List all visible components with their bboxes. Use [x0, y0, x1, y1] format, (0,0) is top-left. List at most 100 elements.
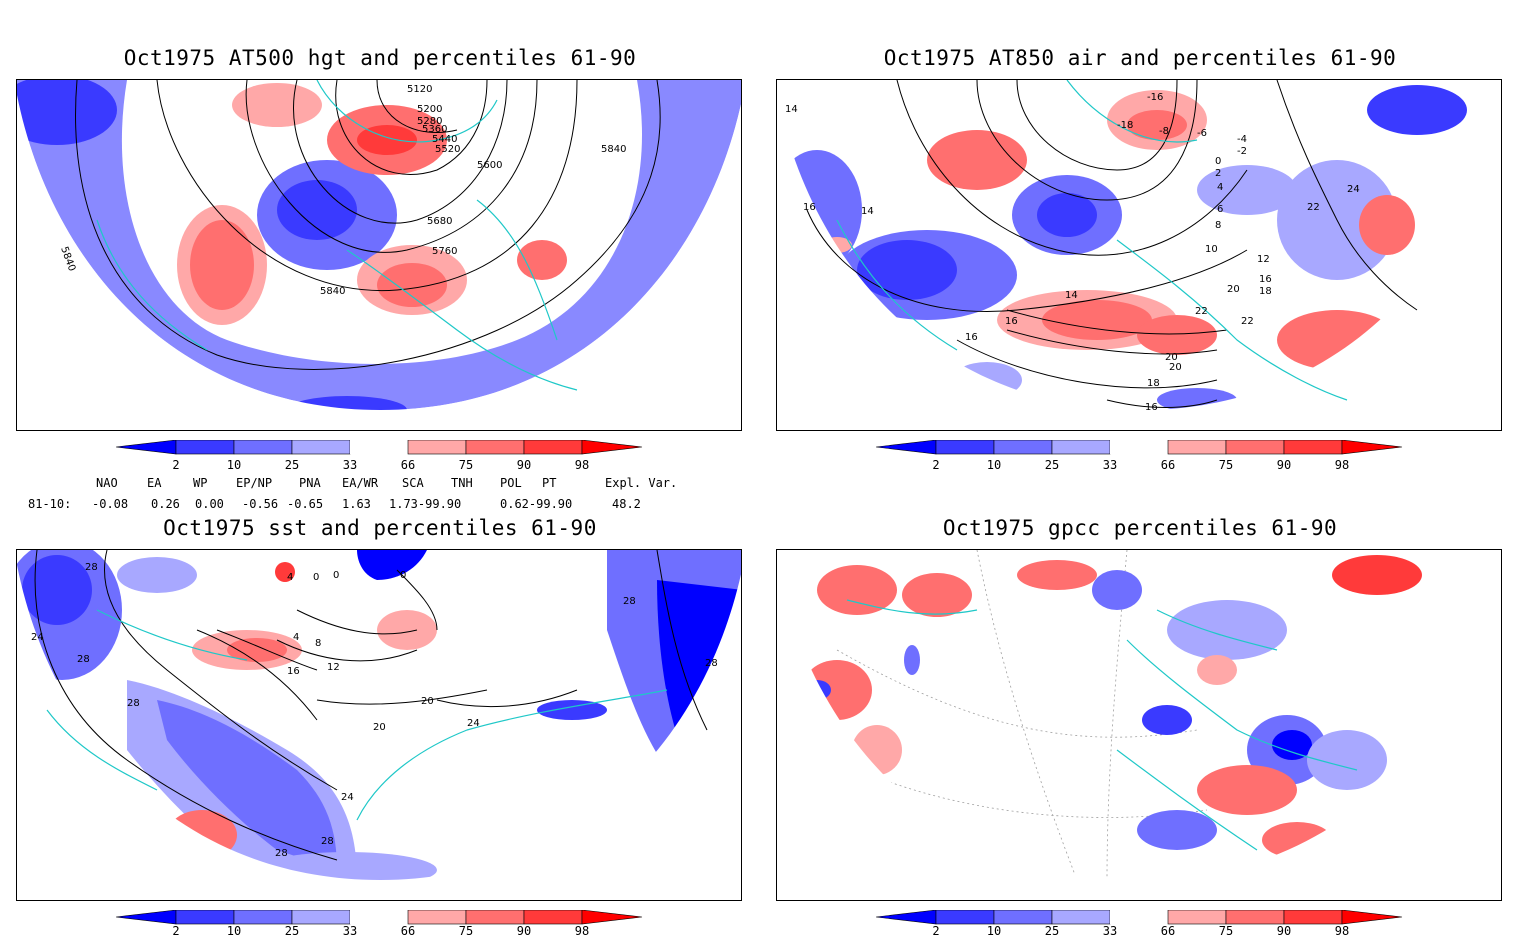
- index-value: -0.08: [92, 497, 129, 511]
- contour-label: 16: [803, 202, 816, 213]
- contour-label: 5440: [432, 134, 457, 145]
- contour-label: -18: [1117, 120, 1133, 131]
- contour-label: 8: [315, 638, 321, 649]
- contour-label: 5600: [477, 160, 502, 171]
- colorbar-label: 98: [1334, 458, 1350, 472]
- index-value: -0.65: [287, 497, 324, 511]
- contour-label: -8: [1159, 126, 1169, 137]
- colorbar-label: 90: [1276, 458, 1292, 472]
- contour-label: -4: [1237, 134, 1247, 145]
- index-value: 1.63: [342, 497, 371, 511]
- contour-label: 5120: [407, 84, 432, 95]
- colorbar-label: 75: [1218, 924, 1234, 938]
- colorbar-label: 75: [458, 924, 474, 938]
- colorbar-bottom-right: 2 10 25 33 66 75 90 98: [875, 909, 1406, 950]
- map-hgt500: 5120 5200 5280 5360 5440 5520 5600 5680 …: [16, 79, 742, 431]
- index-value: 0.26: [151, 497, 180, 511]
- contour-label: 18: [1259, 286, 1272, 297]
- colorbar-label: 98: [574, 924, 590, 938]
- contour-label: 28: [77, 654, 90, 665]
- contour-label: 2: [1215, 168, 1221, 179]
- contour-label: 16: [1259, 274, 1272, 285]
- colorbar-label: 2: [932, 924, 940, 938]
- contour-label: 0: [1215, 156, 1221, 167]
- panel-title-hgt500: Oct1975 AT500 hgt and percentiles 61-90: [123, 46, 637, 70]
- contour-label: 14: [1065, 290, 1078, 301]
- contour-label: 22: [1195, 306, 1208, 317]
- colorbar-label: 2: [932, 458, 940, 472]
- contour-label: 5520: [435, 144, 460, 155]
- index-header: SCA: [402, 476, 424, 490]
- contour-label: 5200: [417, 104, 442, 115]
- contour-label: 5760: [432, 246, 457, 257]
- contour-label: 0: [313, 572, 319, 583]
- colorbar-label: 66: [1160, 458, 1176, 472]
- index-value: 0.62-99.90: [500, 497, 573, 511]
- index-header: PT: [542, 476, 557, 490]
- index-header: POL: [500, 476, 522, 490]
- contour-label: 22: [1241, 316, 1254, 327]
- map-gpcc: [776, 549, 1502, 901]
- index-header: EA/WR: [342, 476, 379, 490]
- contour-label: 0: [333, 570, 339, 581]
- colorbar-label: 90: [516, 924, 532, 938]
- contour-label: 5840: [601, 144, 626, 155]
- contour-label: 20: [1169, 362, 1182, 373]
- colorbar-label: 25: [1044, 458, 1060, 472]
- colorbar-label: 66: [400, 458, 416, 472]
- map-sst: 28 24 28 28 4 0 0 0 4 8 12 16 20 24 24 2…: [16, 549, 742, 901]
- colorbar-label: 33: [342, 924, 358, 938]
- contour-label: 0: [400, 570, 406, 581]
- colorbar-label: 75: [1218, 458, 1234, 472]
- contour-label: 16: [287, 666, 300, 677]
- index-header: PNA: [299, 476, 321, 490]
- colorbar-label: 90: [1276, 924, 1292, 938]
- contour-label: 24: [1347, 184, 1360, 195]
- colorbar-label: 33: [342, 458, 358, 472]
- colorbar-label: 10: [226, 458, 242, 472]
- map-air850: 14 -16 -18 -8 -6 -4 -2 0 2 4 6 8 10 12 1…: [776, 79, 1502, 431]
- contour-label: 28: [705, 658, 718, 669]
- contour-label: 24: [31, 632, 44, 643]
- contour-label: 22: [1307, 202, 1320, 213]
- contour-label: 20: [1227, 284, 1240, 295]
- index-header: WP: [193, 476, 208, 490]
- contour-label: 16: [1005, 316, 1018, 327]
- index-value: 1.73-99.90: [389, 497, 462, 511]
- colorbar-label: 10: [986, 924, 1002, 938]
- contour-label: -2: [1237, 146, 1247, 157]
- index-row-label: 81-10:: [28, 497, 72, 511]
- colorbar-label: 33: [1102, 458, 1118, 472]
- contour-label: 16: [1145, 402, 1158, 413]
- contour-label: 5360: [422, 124, 447, 135]
- contour-label: 28: [623, 596, 636, 607]
- colorbar-label: 33: [1102, 924, 1118, 938]
- contour-label: 24: [341, 792, 354, 803]
- panel-title-sst: Oct1975 sst and percentiles 61-90: [163, 516, 597, 540]
- contour-label: 6: [1217, 204, 1223, 215]
- contour-label: 4: [1217, 182, 1223, 193]
- index-header: EP/NP: [236, 476, 273, 490]
- colorbar-label: 2: [172, 458, 180, 472]
- contour-label: 28: [85, 562, 98, 573]
- colorbar-label: 25: [1044, 924, 1060, 938]
- colorbar-label: 75: [458, 458, 474, 472]
- colorbar-label: 98: [1334, 924, 1350, 938]
- contour-label: 10: [1205, 244, 1218, 255]
- contour-label: 12: [327, 662, 340, 673]
- panel-title-gpcc: Oct1975 gpcc percentiles 61-90: [942, 516, 1338, 540]
- index-header: TNH: [451, 476, 473, 490]
- colorbar-label: 66: [1160, 924, 1176, 938]
- colorbar-label: 10: [226, 924, 242, 938]
- contour-label: 5280: [417, 116, 442, 127]
- contour-label: 5680: [427, 216, 452, 227]
- contour-label: -16: [1147, 92, 1163, 103]
- contour-label: 20: [1165, 352, 1178, 363]
- colorbar-top-right: 2 10 25 33 66 75 90 98: [875, 439, 1406, 480]
- colorbar-label: 98: [574, 458, 590, 472]
- contour-label: 24: [467, 718, 480, 729]
- contour-label: 4: [293, 632, 299, 643]
- index-header: EA: [147, 476, 162, 490]
- colorbar-label: 66: [400, 924, 416, 938]
- contour-label: 28: [127, 698, 140, 709]
